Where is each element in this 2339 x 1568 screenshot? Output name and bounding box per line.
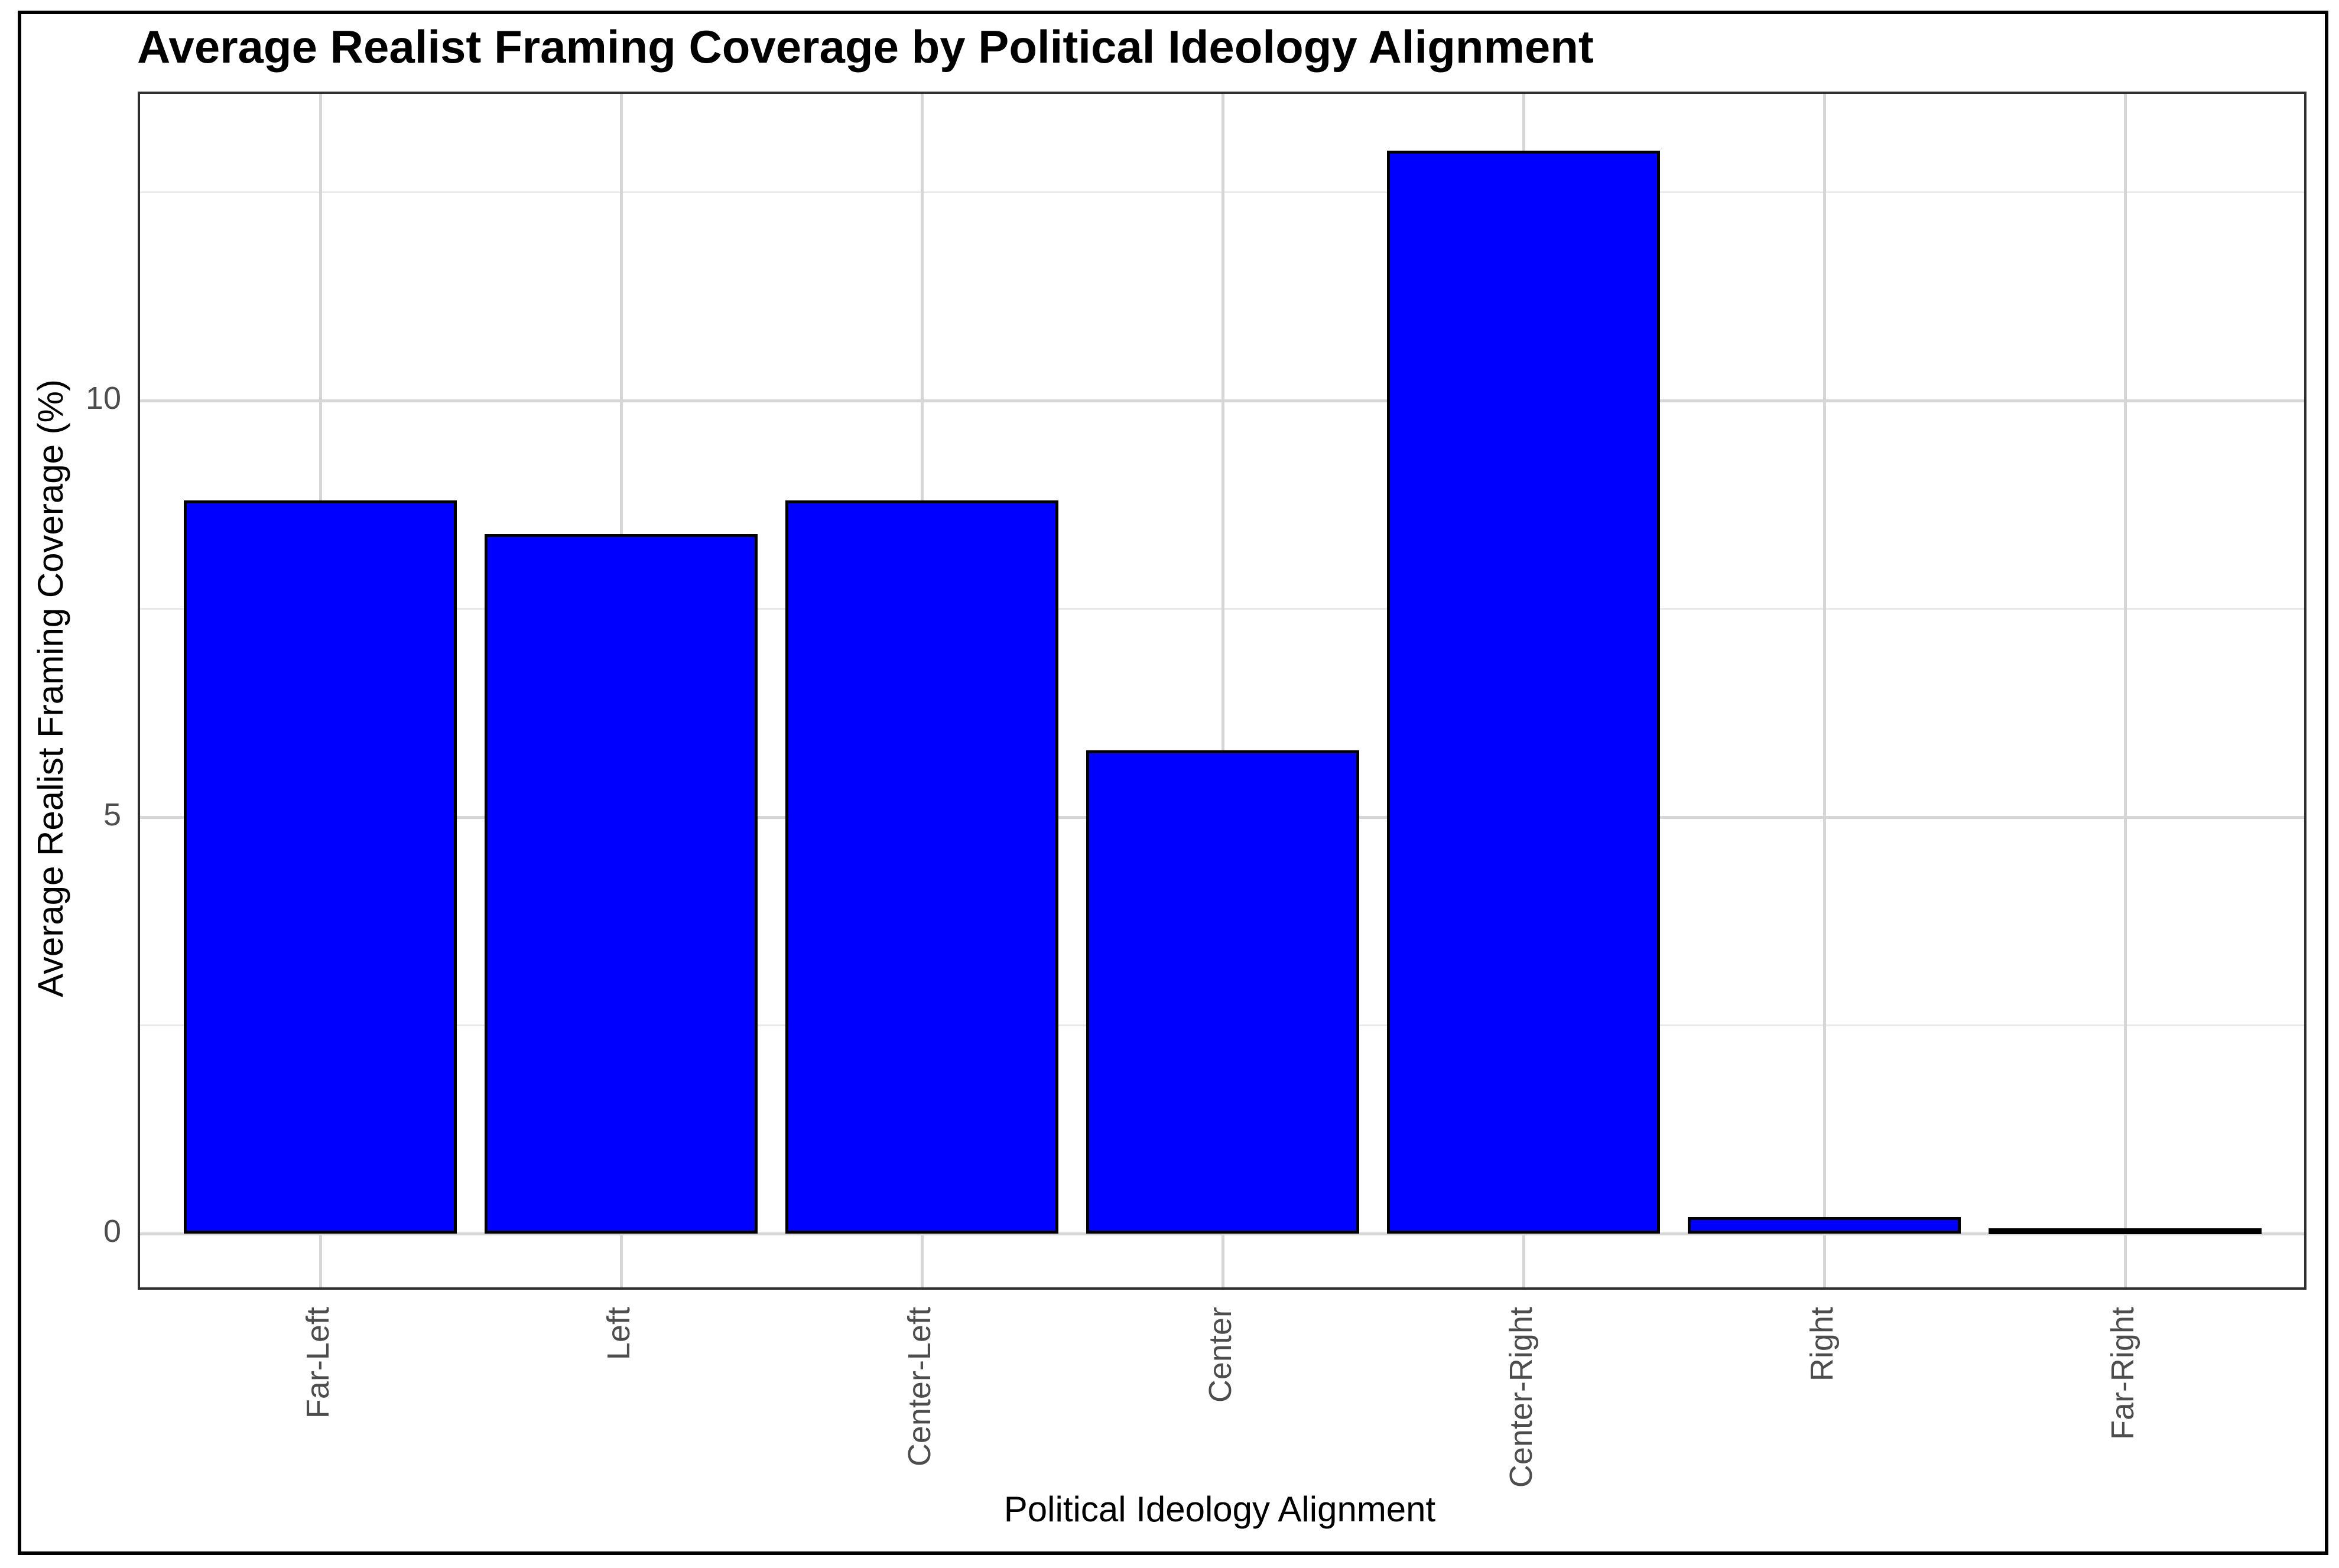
bar-left [485, 534, 758, 1234]
x-axis-title: Political Ideology Alignment [1003, 1489, 1436, 1529]
x-tick-label: Far-Right [2105, 1307, 2140, 1440]
x-tick-label: Far-Left [300, 1307, 336, 1419]
bar-far-left [184, 500, 457, 1234]
y-tick-label: 5 [103, 797, 121, 832]
bar-center-left [785, 500, 1058, 1234]
bar-right [1688, 1217, 1961, 1234]
x-tick-label: Center [1203, 1307, 1238, 1403]
y-tick-label: 10 [85, 380, 121, 416]
plot-panel [138, 92, 2306, 1290]
x-tick-label: Center-Right [1503, 1307, 1539, 1488]
y-axis-title: Average Realist Framing Coverage (%) [31, 379, 70, 997]
bar-far-right [1989, 1228, 2262, 1234]
x-tick-label: Left [601, 1307, 636, 1361]
y-tick-label: 0 [103, 1214, 121, 1249]
chart-title: Average Realist Framing Coverage by Poli… [137, 21, 1594, 73]
bar-center [1086, 750, 1359, 1234]
y-axis-title-box: Average Realist Framing Coverage (%) [21, 92, 80, 1285]
bar-center-right [1387, 151, 1660, 1234]
category-gridline [1823, 94, 1826, 1287]
category-gridline [1221, 94, 1224, 1287]
x-tick-label: Right [1804, 1307, 1840, 1382]
x-tick-label: Center-Left [902, 1307, 937, 1467]
category-gridline [2123, 94, 2127, 1287]
